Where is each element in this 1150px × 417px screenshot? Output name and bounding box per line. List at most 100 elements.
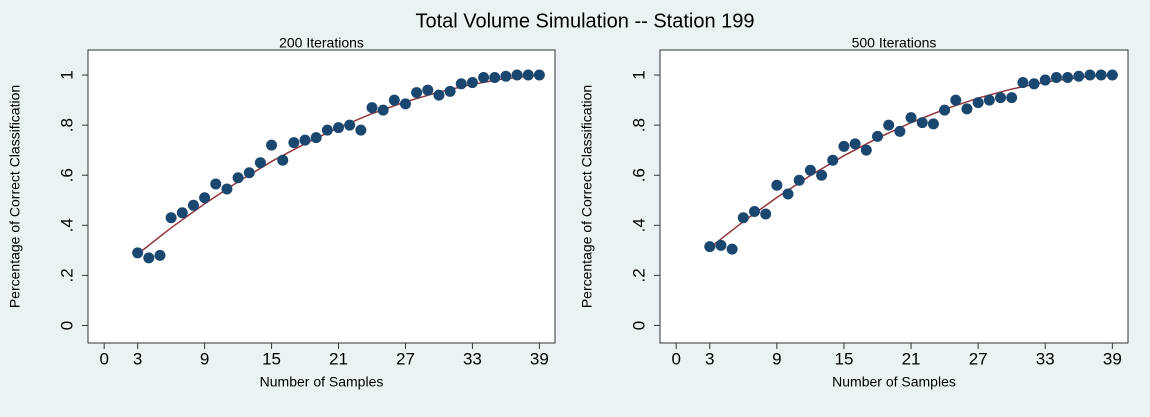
- point: [894, 125, 906, 137]
- point: [355, 124, 367, 136]
- point: [726, 243, 738, 255]
- y-tick-label: .8: [629, 118, 648, 132]
- x-tick-label: 33: [1036, 349, 1055, 368]
- point: [310, 132, 322, 144]
- point: [1062, 72, 1074, 84]
- point: [444, 85, 456, 97]
- point: [187, 199, 199, 211]
- point: [1106, 69, 1118, 81]
- y-axis-label: Percentage of Correct Classification: [579, 85, 595, 308]
- point: [433, 89, 445, 101]
- point: [793, 174, 805, 186]
- y-tick-label: 1: [629, 70, 648, 79]
- point: [927, 118, 939, 130]
- x-tick-label: 9: [200, 349, 209, 368]
- point: [422, 84, 434, 96]
- point: [1050, 72, 1062, 84]
- x-tick-label: 0: [671, 349, 680, 368]
- y-tick-label: 0: [629, 321, 648, 330]
- point: [344, 119, 356, 131]
- panel-title: 200 Iterations: [279, 35, 364, 51]
- x-tick-label: 27: [396, 349, 415, 368]
- point: [299, 134, 311, 146]
- point: [972, 97, 984, 109]
- point: [511, 69, 523, 81]
- point: [232, 172, 244, 184]
- plot-area: [659, 49, 1129, 344]
- point: [737, 212, 749, 224]
- point: [288, 137, 300, 149]
- point: [995, 92, 1007, 104]
- x-tick-label: 21: [902, 349, 921, 368]
- point: [983, 94, 995, 106]
- x-tick-label: 27: [969, 349, 988, 368]
- x-axis-label: Number of Samples: [260, 374, 384, 390]
- point: [1039, 74, 1051, 86]
- x-tick-label: 15: [262, 349, 281, 368]
- y-tick-label: .2: [57, 268, 76, 282]
- point: [143, 252, 155, 264]
- point: [1006, 92, 1018, 104]
- point: [221, 183, 233, 195]
- y-tick-label: .6: [629, 168, 648, 182]
- point: [500, 70, 512, 82]
- point: [132, 247, 144, 259]
- y-tick-label: 1: [57, 70, 76, 79]
- point: [411, 87, 423, 99]
- point: [782, 188, 794, 200]
- y-tick-label: 0: [57, 321, 76, 330]
- point: [154, 249, 166, 261]
- point: [388, 94, 400, 106]
- y-axis-label: Percentage of Correct Classification: [7, 85, 23, 308]
- x-tick-label: 33: [463, 349, 482, 368]
- x-tick-label: 3: [133, 349, 142, 368]
- point: [1028, 78, 1040, 90]
- figure-title: Total Volume Simulation -- Station 199: [415, 10, 754, 32]
- y-tick-label: .6: [57, 168, 76, 182]
- x-tick-label: 3: [705, 349, 714, 368]
- point: [838, 140, 850, 152]
- y-tick-label: .2: [629, 268, 648, 282]
- point: [165, 212, 177, 224]
- point: [1084, 69, 1096, 81]
- x-tick-label: 21: [329, 349, 348, 368]
- y-tick-label: .4: [57, 218, 76, 232]
- point: [377, 104, 389, 116]
- x-tick-label: 15: [834, 349, 853, 368]
- point: [533, 69, 545, 81]
- point: [816, 169, 828, 181]
- point: [210, 178, 222, 190]
- point: [872, 130, 884, 142]
- point: [522, 69, 534, 81]
- point: [760, 208, 772, 220]
- x-axis-label: Number of Samples: [832, 374, 956, 390]
- x-tick-label: 9: [772, 349, 781, 368]
- point: [715, 239, 727, 251]
- plot-area: [87, 49, 556, 344]
- point: [939, 104, 951, 116]
- point: [199, 192, 211, 204]
- point: [1073, 70, 1085, 82]
- point: [771, 179, 783, 191]
- point: [478, 72, 490, 84]
- point: [916, 117, 928, 129]
- panel-title: 500 Iterations: [852, 35, 937, 51]
- x-tick-label: 39: [530, 349, 549, 368]
- point: [950, 94, 962, 106]
- y-tick-label: .4: [629, 218, 648, 232]
- point: [961, 103, 973, 115]
- x-tick-label: 39: [1103, 349, 1122, 368]
- x-tick-label: 0: [99, 349, 108, 368]
- point: [804, 164, 816, 176]
- point: [366, 102, 378, 114]
- point: [704, 241, 716, 253]
- point: [883, 119, 895, 131]
- point: [860, 144, 872, 156]
- point: [277, 154, 289, 166]
- y-tick-label: .8: [57, 118, 76, 132]
- point: [243, 167, 255, 179]
- point: [399, 98, 411, 110]
- point: [455, 78, 467, 90]
- point: [849, 138, 861, 150]
